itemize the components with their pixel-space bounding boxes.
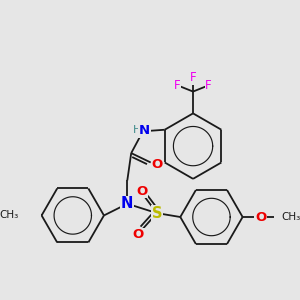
Text: S: S xyxy=(152,206,162,220)
Text: N: N xyxy=(139,124,150,137)
Text: F: F xyxy=(190,71,196,84)
Text: O: O xyxy=(136,185,148,198)
Text: O: O xyxy=(151,158,163,170)
Text: CH₃: CH₃ xyxy=(0,210,18,220)
Text: N: N xyxy=(121,196,134,211)
Text: O: O xyxy=(255,211,266,224)
Text: O: O xyxy=(133,228,144,242)
Text: F: F xyxy=(174,79,181,92)
Text: H: H xyxy=(133,125,141,135)
Text: F: F xyxy=(205,79,212,92)
Text: CH₃: CH₃ xyxy=(282,212,300,222)
